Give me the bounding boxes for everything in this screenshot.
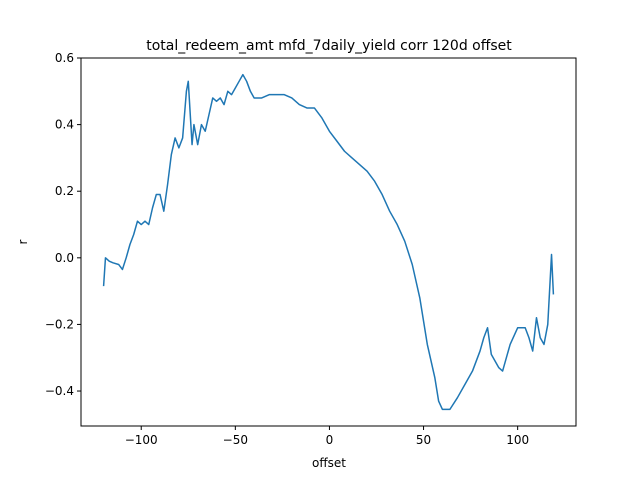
y-tick-label: −0.2 [45,317,74,331]
x-tick-label: 100 [506,433,529,447]
x-tick-label: −50 [223,433,248,447]
x-tick-label: 50 [416,433,431,447]
y-tick-label: 0.4 [55,118,74,132]
plot-frame [80,57,577,427]
y-axis-label: r [16,239,30,244]
y-tick-label: 0.0 [55,251,74,265]
x-tick-label: 0 [326,433,334,447]
data-line [102,73,555,411]
y-tick-label: −0.4 [45,384,74,398]
chart-title: total_redeem_amt mfd_7daily_yield corr 1… [146,38,512,54]
y-tick-label: 0.2 [55,184,74,198]
x-axis-label: offset [312,456,346,470]
x-tick-label: −100 [125,433,158,447]
y-tick-label: 0.6 [55,51,74,65]
